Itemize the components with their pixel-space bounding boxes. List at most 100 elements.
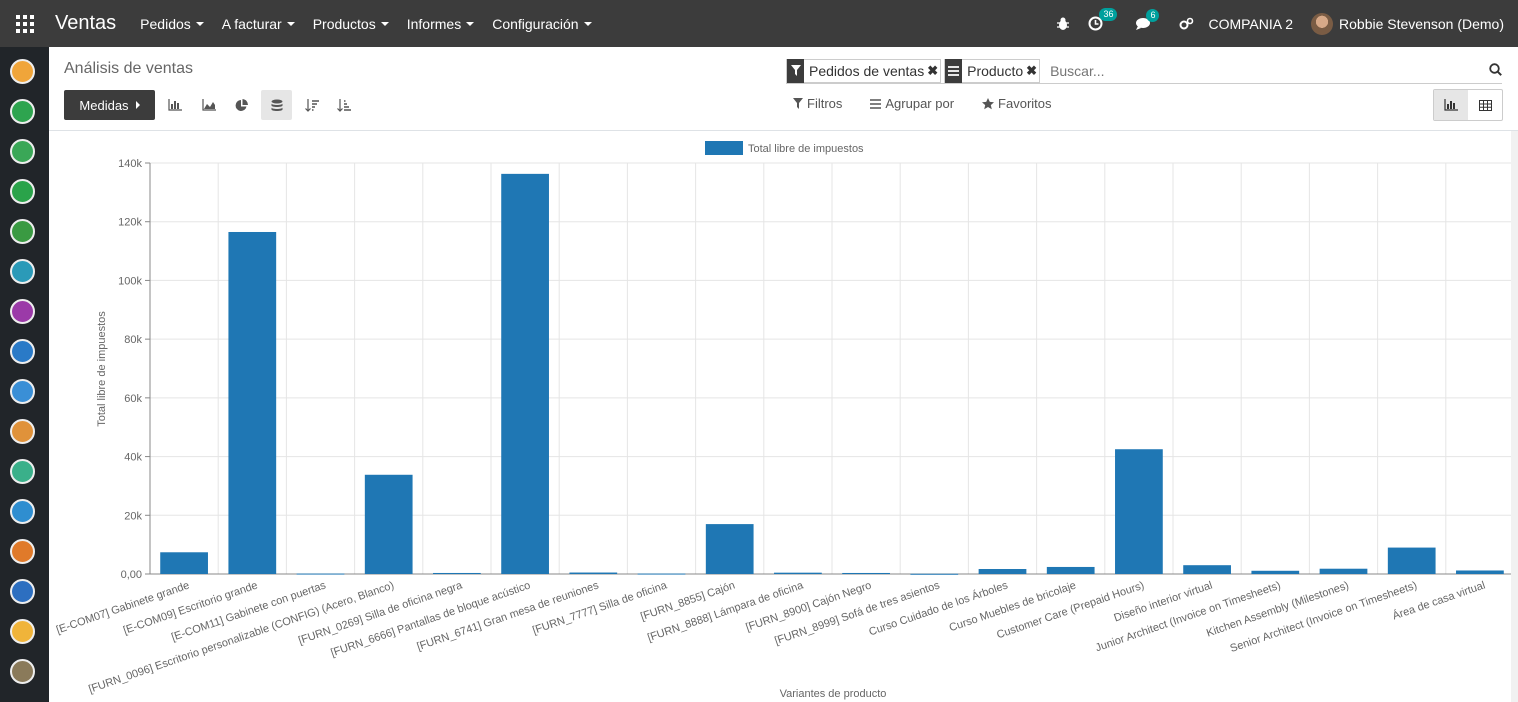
y-tick-label: 40k [124,452,142,464]
bar [1046,566,1095,574]
bar [1251,570,1300,574]
user-name: Robbie Stevenson (Demo) [1339,15,1504,32]
bar [1387,547,1436,574]
bar [433,572,481,574]
facet-producto[interactable]: Producto ✖ [944,58,1041,83]
caret-down-icon [583,21,592,26]
caret-down-icon [195,21,204,26]
sort-desc-icon [304,98,319,112]
app-9-icon[interactable] [10,379,35,404]
activity-clock-icon[interactable]: 36 [1088,8,1118,31]
bar [501,173,549,574]
view-switcher [1433,89,1503,121]
app-title[interactable]: Ventas [55,12,117,34]
menu-label: Configuración [492,15,579,32]
bar [774,572,822,574]
user-menu[interactable]: Robbie Stevenson (Demo) [1311,12,1504,35]
y-tick-label: 140k [118,158,142,170]
sort-asc-icon [336,98,351,112]
cogs-icon [1179,17,1194,29]
app-1-icon[interactable] [10,59,35,84]
bar [705,524,754,574]
bar-chart-button[interactable] [159,90,190,120]
menu-configuracion[interactable]: Configuración [492,15,592,32]
messages-chat-icon[interactable]: 6 [1135,8,1160,31]
app-7-icon[interactable] [10,299,35,324]
bar [228,231,277,574]
menu-pedidos[interactable]: Pedidos [140,16,204,32]
facet-pedidos-de-ventas[interactable]: Pedidos de ventas ✖ [786,58,942,83]
bar [569,572,618,574]
bar [910,573,959,575]
legend-label: Total libre de impuestos [748,143,864,155]
remove-facet-icon[interactable]: ✖ [1026,62,1038,78]
table-icon [1478,99,1492,111]
debug-bug-icon[interactable] [1056,17,1070,31]
app-6-icon[interactable] [10,259,35,284]
pie-chart-button[interactable] [226,90,257,120]
filters-label: Filtros [807,96,843,111]
app-8-icon[interactable] [10,339,35,364]
groupby-label: Agrupar por [885,96,955,111]
graph-view-button[interactable] [1434,90,1468,120]
app-16-icon[interactable] [10,659,35,684]
y-tick-label: 60k [124,393,142,405]
bar-chart-icon [1444,99,1458,111]
y-axis-title: Total libre de impuestos [96,311,108,427]
groupby-dropdown[interactable]: Agrupar por [870,96,954,111]
measures-button[interactable]: Medidas [64,90,155,120]
app-14-icon[interactable] [10,579,35,604]
filter-icon [787,58,804,83]
apps-menu-icon[interactable] [0,0,50,47]
stacked-button[interactable] [261,90,292,120]
area-chart-icon [201,99,216,111]
caret-right-icon [135,101,140,109]
bar [1319,568,1368,574]
pie-chart-icon [235,98,248,111]
remove-facet-icon[interactable]: ✖ [927,62,939,78]
company-switch[interactable]: COMPANIA 2 [1179,16,1293,32]
bar [364,474,413,574]
bar [978,569,1027,574]
menu-label: Informes [406,15,462,32]
user-avatar [1311,12,1334,35]
search-input[interactable] [1050,62,1451,79]
search-icon[interactable] [1489,63,1502,81]
breadcrumb-title: Análisis de ventas [64,60,193,77]
app-3-icon[interactable] [10,139,35,164]
app-5-icon[interactable] [10,219,35,244]
menu-informes[interactable]: Informes [406,15,475,32]
x-axis-title: Variantes de producto [780,688,887,700]
menu-productos[interactable]: Productos [313,16,389,32]
bar [637,573,686,575]
line-chart-button[interactable] [193,90,224,120]
database-stack-icon [271,99,282,111]
y-tick-label: 80k [124,334,142,346]
pivot-view-button[interactable] [1468,90,1502,120]
bar [1183,565,1231,574]
facet-label: Producto [967,62,1024,79]
favorites-dropdown[interactable]: Favoritos [982,96,1052,111]
app-13-icon[interactable] [10,539,35,564]
menu-label: Productos [312,15,376,32]
y-tick-label: 0,00 [121,569,142,581]
app-15-icon[interactable] [10,619,35,644]
app-2-icon[interactable] [10,99,35,124]
app-11-icon[interactable] [10,459,35,484]
sort-ascending-button[interactable] [328,90,359,120]
app-12-icon[interactable] [10,499,35,524]
app-4-icon[interactable] [10,179,35,204]
bar-chart-icon [167,99,182,111]
filters-dropdown[interactable]: Filtros [793,96,842,111]
app-10-icon[interactable] [10,419,35,444]
scrollbar[interactable] [1511,131,1518,702]
apps-sidebar [0,47,49,702]
filter-icon [793,98,803,109]
y-tick-label: 20k [124,510,142,522]
bar [296,573,345,575]
sort-descending-button[interactable] [296,90,327,120]
menu-a-facturar[interactable]: A facturar [222,16,295,32]
bars-icon [870,98,882,109]
systray: 36 6 COMPANIA 2 Robbie Stevenson (Demo) [1056,0,1504,47]
